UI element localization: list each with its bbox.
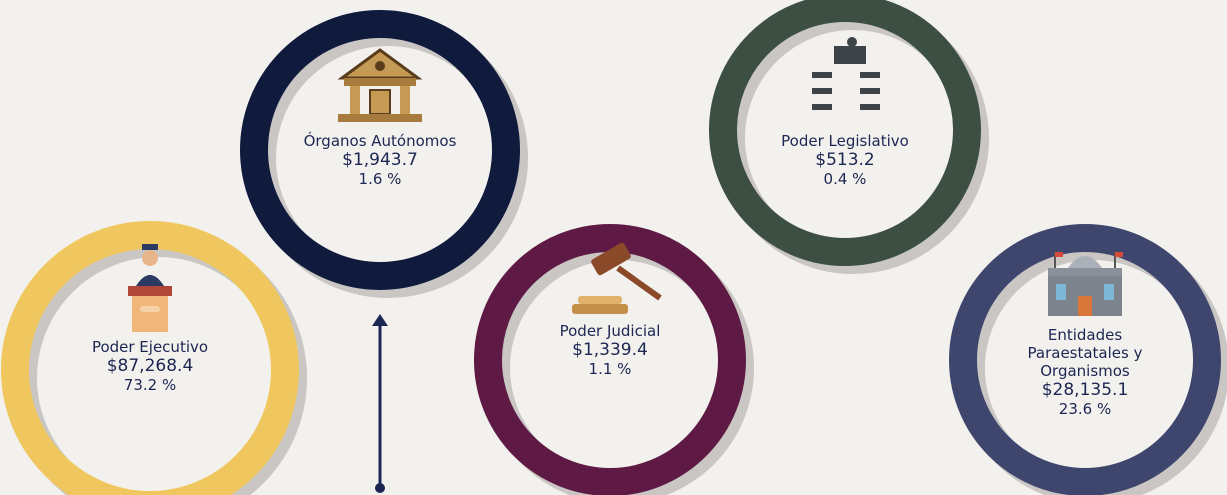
item-amount: $87,268.4: [50, 356, 250, 376]
item-legislativo: Poder Legislativo $513.2 0.4 %: [745, 132, 945, 188]
graphics: [0, 0, 1227, 495]
item-percent: 1.1 %: [510, 360, 710, 378]
item-name: Órganos Autónomos: [280, 132, 480, 150]
item-percent: 73.2 %: [50, 376, 250, 394]
item-amount: $1,943.7: [280, 150, 480, 170]
icon-autonomos: [338, 50, 422, 122]
item-amount: $1,339.4: [510, 340, 710, 360]
item-percent: 23.6 %: [1015, 400, 1155, 418]
item-name: Poder Legislativo: [745, 132, 945, 150]
item-percent: 1.6 %: [280, 170, 480, 188]
item-name: Poder Judicial: [510, 322, 710, 340]
item-name: Entidades Paraestatales y Organismos: [1015, 326, 1155, 380]
item-amount: $28,135.1: [1015, 380, 1155, 400]
item-autonomos: Órganos Autónomos $1,943.7 1.6 %: [280, 132, 480, 188]
infographic: Poder Ejecutivo $87,268.4 73.2 % Órganos…: [0, 0, 1227, 495]
ring-legislativo: [723, 8, 967, 252]
item-entidades: Entidades Paraestatales y Organismos $28…: [1015, 326, 1155, 418]
item-amount: $513.2: [745, 150, 945, 170]
item-name: Poder Ejecutivo: [50, 338, 250, 356]
arrow: [372, 314, 388, 493]
item-percent: 0.4 %: [745, 170, 945, 188]
item-judicial: Poder Judicial $1,339.4 1.1 %: [510, 322, 710, 378]
item-ejecutivo: Poder Ejecutivo $87,268.4 73.2 %: [50, 338, 250, 394]
icon-legislativo: [812, 37, 880, 110]
